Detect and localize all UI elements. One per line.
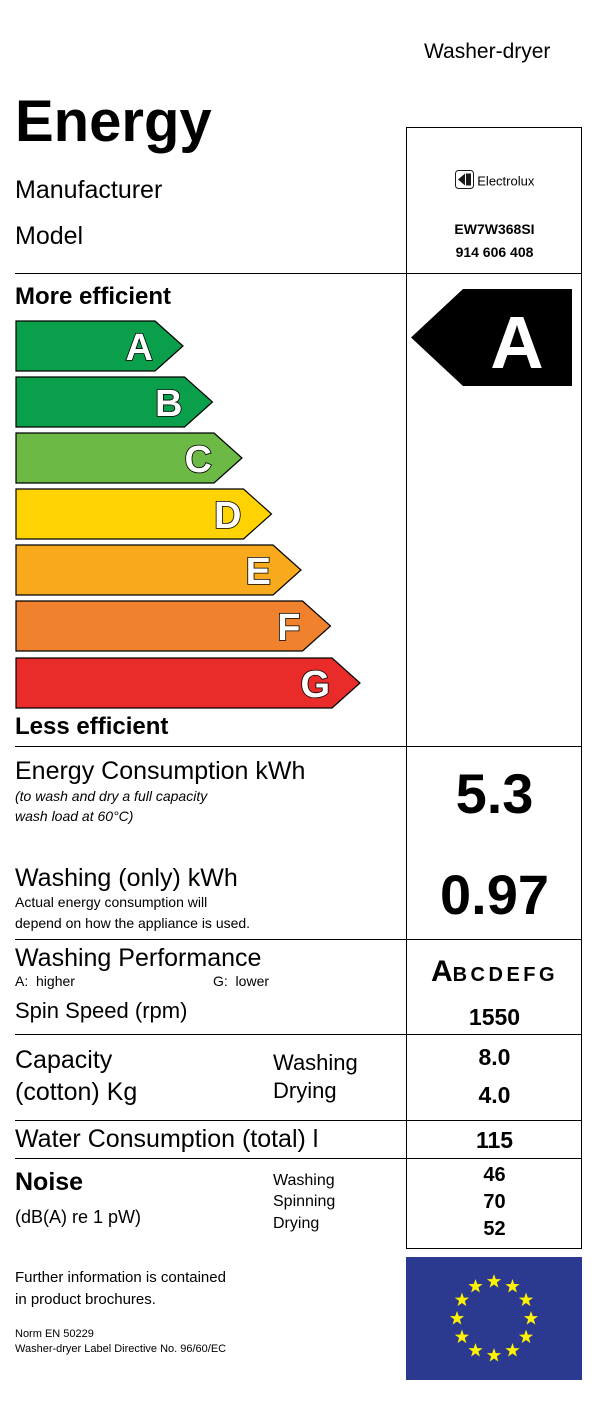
manufacturer-label: Manufacturer [15, 176, 163, 204]
efficiency-bar-letter: D [214, 495, 241, 537]
efficiency-bar-a: A [15, 320, 185, 372]
washing-only-note-2: depend on how the appliance is used. [15, 915, 251, 931]
page-title: Energy [15, 89, 212, 154]
efficiency-bar-letter: B [155, 383, 182, 425]
efficiency-bar-c: C [15, 432, 244, 484]
washing-performance-label: Washing Performance [15, 944, 262, 972]
noise-label: Noise [15, 1168, 84, 1196]
noise-spinning-value: 70 [483, 1191, 506, 1213]
right-column-bottom-border [406, 1248, 582, 1249]
noise-spinning-label: Spinning [273, 1193, 336, 1210]
rating-arrow: A [411, 289, 573, 391]
energy-value: 5.3 [455, 762, 534, 825]
product-number: 914 606 408 [455, 244, 534, 260]
brand-name: Electrolux [477, 173, 535, 189]
right-column-right-border [581, 127, 582, 1249]
footer-norm: Norm EN 50229 [15, 1328, 94, 1340]
divider-scale [15, 746, 582, 747]
efficiency-bar-d: D [15, 488, 274, 540]
noise-washing-value: 46 [483, 1164, 506, 1186]
efficiency-bar-letter: A [126, 327, 153, 369]
water-label: Water Consumption (total) l [15, 1125, 319, 1153]
model-label: Model [15, 222, 84, 250]
washing-only-label: Washing (only) kWh [15, 864, 238, 892]
capacity-drying-value: 4.0 [478, 1082, 511, 1108]
efficiency-bar-b: B [15, 376, 215, 428]
model-number: EW7W368SI [454, 221, 535, 237]
capacity-label-2: (cotton) Kg [15, 1078, 138, 1106]
washing-only-value: 0.97 [440, 863, 549, 926]
footer-directive: Washer-dryer Label Directive No. 96/60/E… [15, 1343, 227, 1355]
capacity-label-1: Capacity [15, 1046, 113, 1074]
capacity-washing-label: Washing [273, 1050, 358, 1075]
brand-logo: Electrolux [407, 170, 582, 192]
rating-letter: A [490, 301, 543, 384]
noise-washing-label: Washing [273, 1172, 335, 1189]
washing-only-note-1: Actual energy consumption will [15, 894, 208, 910]
less-efficient-label: Less efficient [15, 713, 169, 740]
energy-note-2: wash load at 60°C) [15, 808, 134, 824]
divider-performance [15, 1034, 582, 1035]
divider-header [15, 273, 582, 274]
footer-info-1: Further information is contained [15, 1269, 226, 1286]
efficiency-bar-f: F [15, 600, 333, 652]
electrolux-logo-icon [454, 170, 474, 192]
divider-consumption [15, 939, 582, 940]
performance-rest: BCDEFG [452, 964, 559, 986]
footer-info-2: in product brochures. [15, 1291, 156, 1308]
performance-selected: A [430, 955, 453, 988]
performance-lower: G: lower [213, 973, 270, 989]
eu-flag-icon [406, 1257, 582, 1385]
noise-drying-label: Drying [273, 1215, 320, 1232]
spin-label: Spin Speed (rpm) [15, 998, 188, 1023]
efficiency-bar-g: G [15, 657, 362, 709]
divider-capacity [15, 1120, 582, 1121]
capacity-drying-label: Drying [273, 1078, 337, 1103]
appliance-type: Washer-dryer [424, 40, 551, 63]
noise-drying-value: 52 [483, 1218, 506, 1240]
right-column-left-border [406, 127, 407, 1249]
noise-unit: (dB(A) re 1 pW) [15, 1207, 142, 1227]
efficiency-bar-letter: G [300, 664, 330, 706]
divider-water [15, 1158, 582, 1159]
energy-note-1: (to wash and dry a full capacity [15, 788, 208, 804]
more-efficient-label: More efficient [15, 283, 172, 310]
right-column-top-border [406, 127, 582, 128]
performance-higher: A: higher [15, 973, 75, 989]
energy-label: Energy Consumption kWh [15, 757, 306, 785]
efficiency-bar-letter: C [185, 439, 212, 481]
performance-scale: ABCDEFG [407, 955, 582, 989]
efficiency-bar-letter: F [277, 607, 300, 649]
efficiency-bar-letter: E [246, 551, 271, 593]
efficiency-bar-e: E [15, 544, 303, 596]
spin-value: 1550 [468, 1004, 521, 1030]
capacity-washing-value: 8.0 [478, 1044, 511, 1070]
water-value: 115 [475, 1127, 514, 1153]
